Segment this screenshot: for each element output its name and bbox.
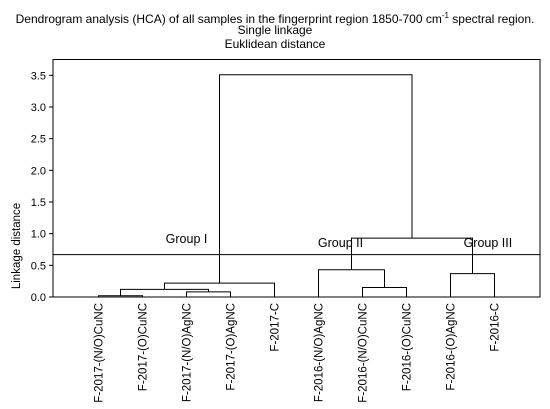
leaf-label: F-2017-(O)AgNC [226,303,238,391]
dendrogram-link [186,291,231,297]
leaf-label: F-2016-(O)CuNC [402,303,414,391]
y-axis: 0.0 0.5 1.0 1.5 2.0 2.5 3.0 3.5 [31,70,53,304]
y-tick-label: 1.0 [31,229,46,241]
leaf-label: F-2016-(N/O)AgNC [314,303,326,402]
group-label: Group II [318,236,363,250]
leaf-label: F-2017-(N/O)CuNC [94,303,106,403]
dendrogram-link [164,282,275,297]
dendrogram-link [351,237,473,274]
y-tick-label: 3.5 [31,70,46,82]
leaf-label: F-2017-(N/O)AgNC [182,303,194,402]
y-tick-label: 2.5 [31,134,46,146]
plot-frame [52,59,541,298]
dendrogram-link [362,287,407,297]
leaf-label: F-2016-C [490,303,502,352]
dendrogram-link [120,288,209,296]
y-tick-label: 0.0 [31,292,46,304]
chart-title-superscript: -1 [441,11,449,20]
y-tick-label: 0.5 [31,260,46,272]
chart-title: Dendrogram analysis (HCA) of all samples… [0,8,550,27]
dendrogram-link [318,269,385,297]
leaf-labels: F-2017-(N/O)CuNC F-2017-(O)CuNC F-2017-(N/… [94,303,502,403]
dendrogram-link [219,74,413,284]
leaf-label: F-2016-(O)AgNC [446,303,458,391]
group-label: Group III [464,236,513,250]
chart-title-main: Dendrogram analysis (HCA) of all samples… [15,12,442,26]
leaf-label: F-2017-(O)CuNC [138,303,150,391]
chart-title-suffix: spectral region. [448,12,535,26]
chart-subtitle-distance: Euklidean distance [224,37,326,51]
chart-subtitle-linkage: Single linkage [237,23,313,37]
leaf-label: F-2016-(N/O)CuNC [358,303,370,403]
y-tick-label: 3.0 [31,102,46,114]
y-axis-label: Linkage distance [11,203,23,289]
dendrogram-link [450,273,495,297]
dendrogram-branches [53,74,540,297]
group-label: Group I [166,232,208,246]
y-tick-label: 2.0 [31,165,46,177]
leaf-label: F-2017-C [270,303,282,352]
y-tick-label: 1.5 [31,197,46,209]
annotations: Group I Group II Group III [166,232,513,250]
